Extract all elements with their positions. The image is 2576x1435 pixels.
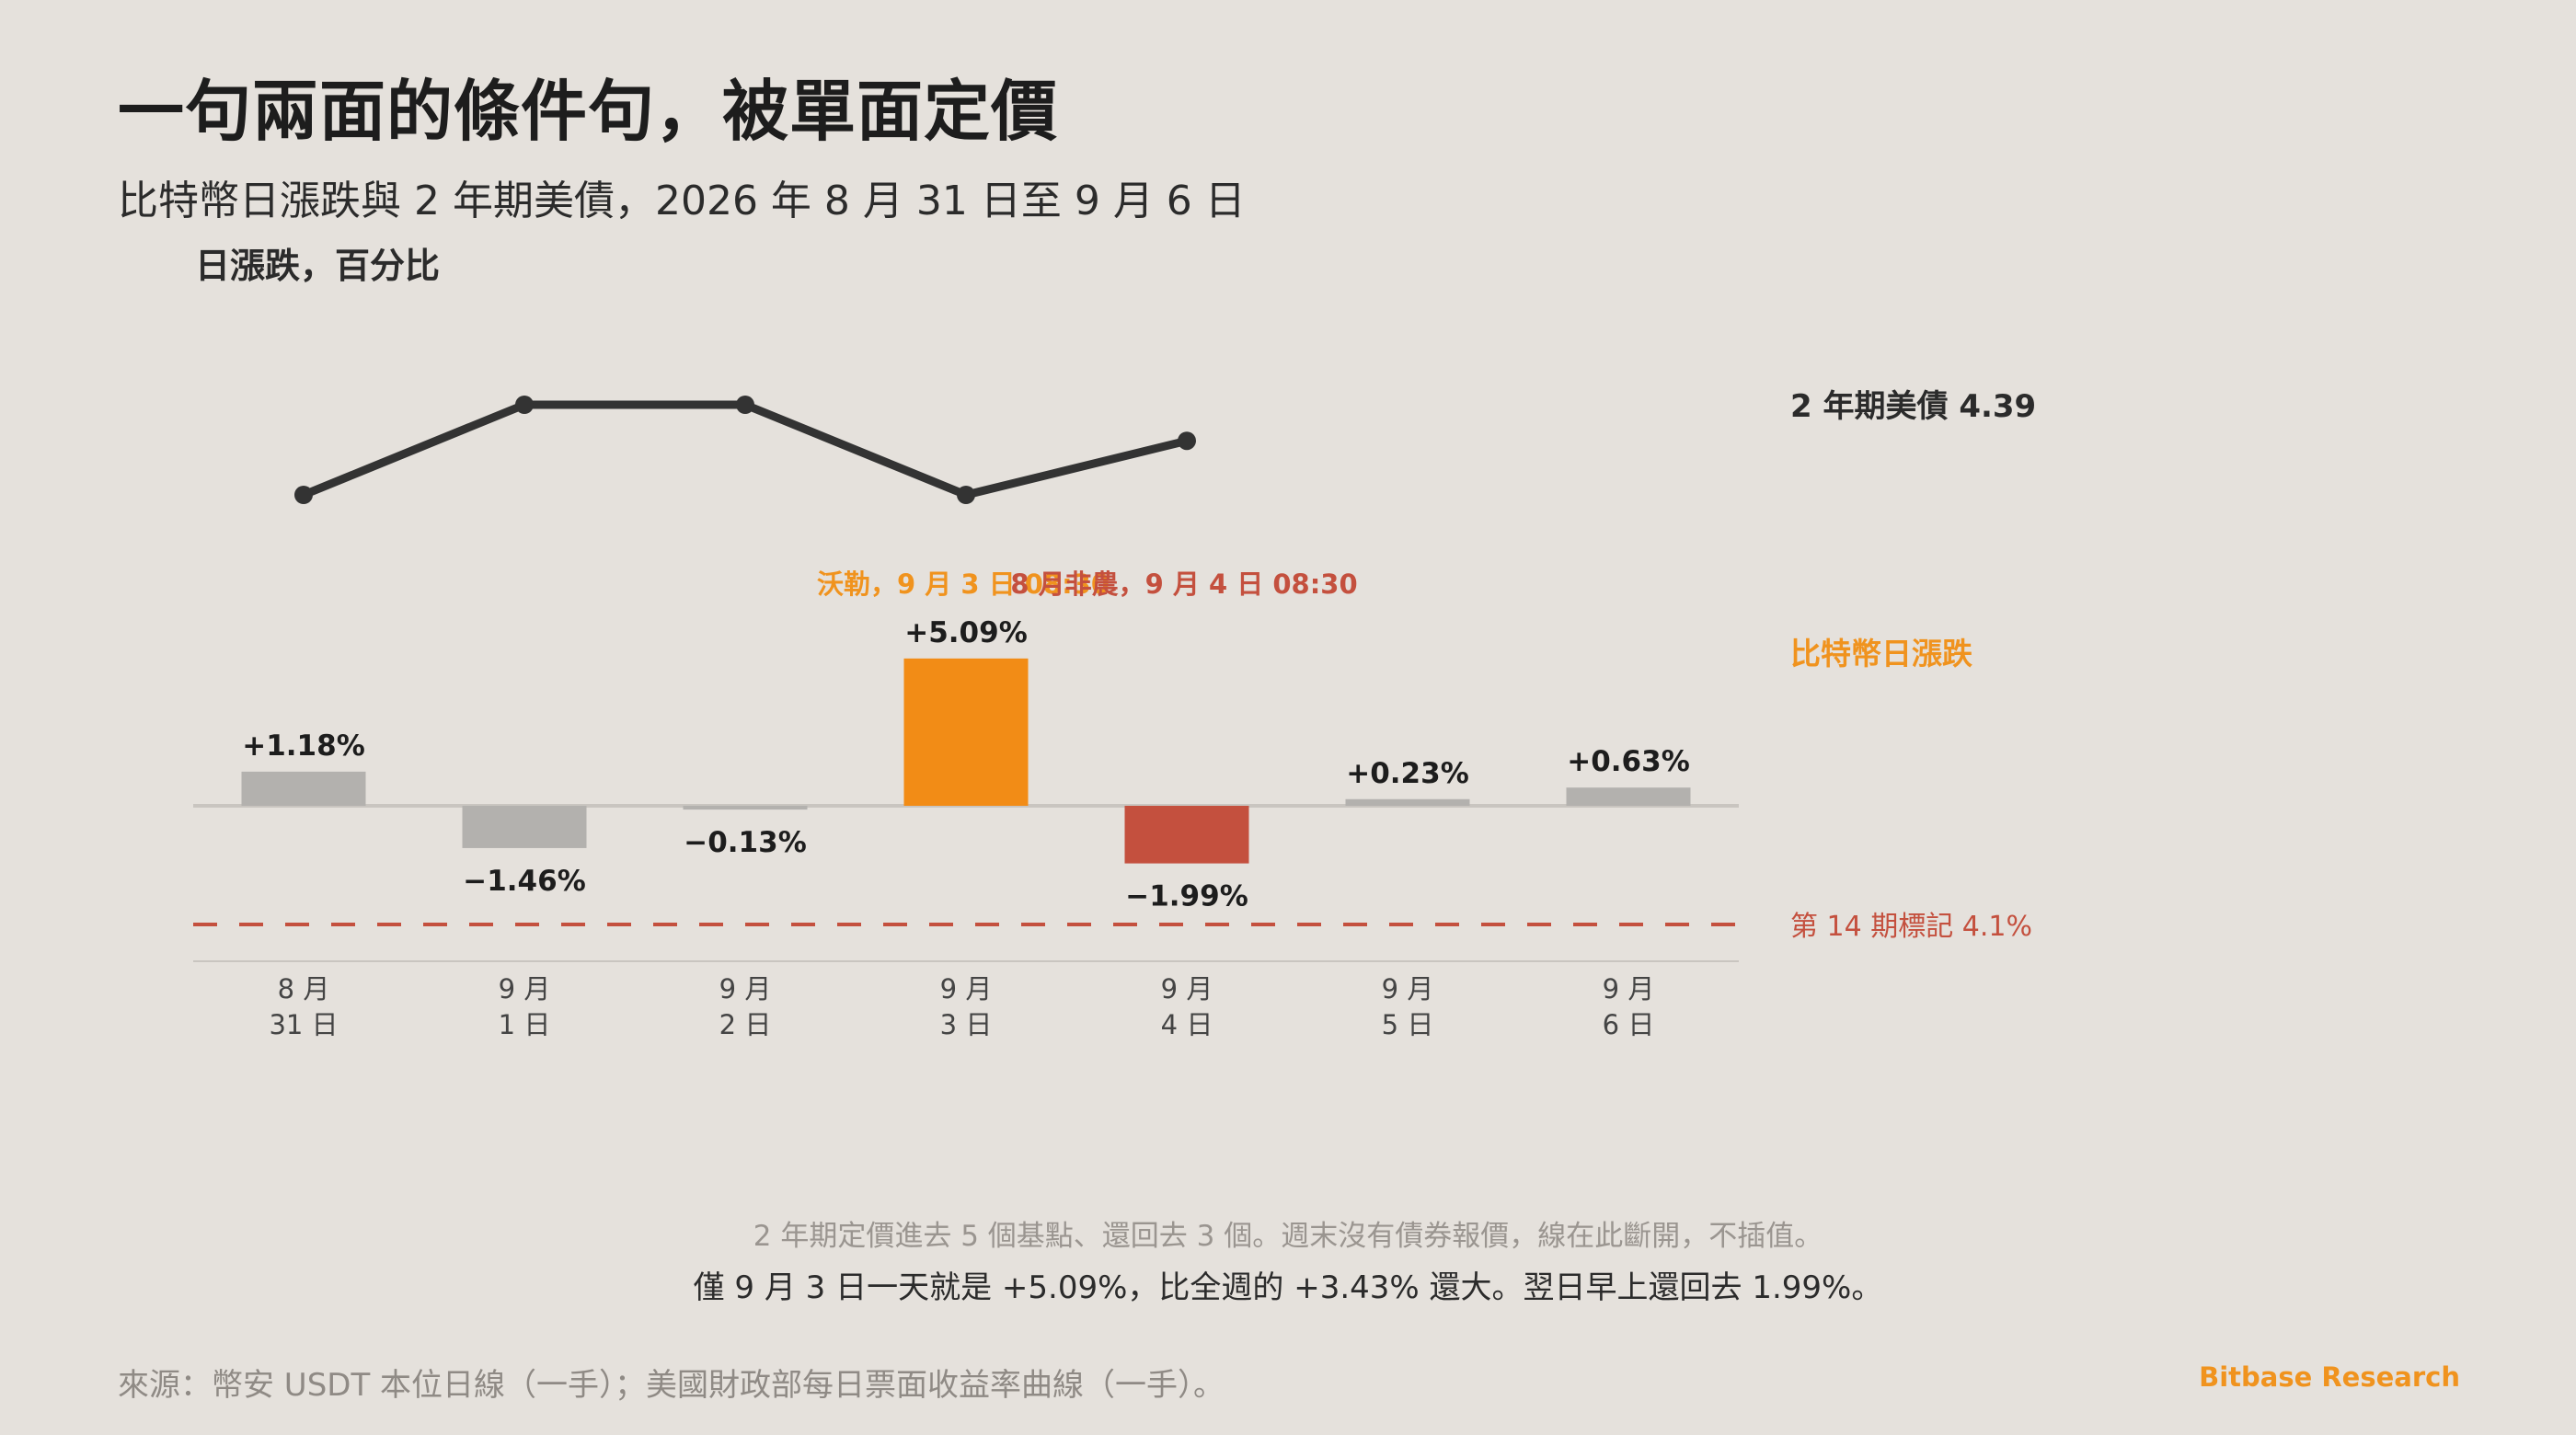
x-tick-label: 9 月 <box>1603 973 1655 1004</box>
yield-point <box>957 486 975 504</box>
event-annotation: 沃勒，9 月 3 日 08:30 <box>817 568 1110 600</box>
x-tick-label: 9 月 <box>719 973 772 1004</box>
bar <box>1566 787 1691 806</box>
x-tick-label: 31 日 <box>269 1009 338 1040</box>
yield-point <box>515 396 534 414</box>
bar <box>462 806 587 848</box>
bar <box>1345 798 1470 806</box>
y-axis-unit-label: 日漲跌，百分比 <box>195 246 441 286</box>
x-tick-label: 9 月 <box>940 973 993 1004</box>
chart-subtitle: 比特幣日漲跌與 2 年期美債，2026 年 8 月 31 日至 9 月 6 日 <box>118 178 1246 224</box>
x-tick-label: 9 月 <box>1382 973 1434 1004</box>
x-tick-label: 9 月 <box>1161 973 1213 1004</box>
reference-line-label: 第 14 期標記 4.1% <box>1790 911 2032 943</box>
source-note: 來源：幣安 USDT 本位日線（一手）；美國財政部每日票面收益率曲線（一手）。 <box>118 1367 1225 1404</box>
bar <box>903 658 1029 806</box>
x-tick-label: 9 月 <box>499 973 551 1004</box>
bar-value-label: −1.46% <box>463 865 586 898</box>
label-layer: +1.18% −1.46% −0.13% +5.09% −1.99% +0.23% +0.6… <box>242 388 2036 1040</box>
x-tick-label: 3 日 <box>940 1009 993 1040</box>
footnote-yield: 2 年期定價進去 5 個基點、還回去 3 個。週末沒有債券報價，線在此斷開，不插… <box>753 1220 1823 1253</box>
bar-value-label: +0.63% <box>1567 745 1690 778</box>
bar-value-label: +5.09% <box>904 616 1028 649</box>
chart-title: 一句兩面的條件句，被單面定價 <box>118 73 1059 150</box>
bar-value-label: +1.18% <box>242 729 365 763</box>
bar-layer <box>193 658 1739 962</box>
yield-point <box>736 396 754 414</box>
event-annotation: 8 月非農，9 月 4 日 08:30 <box>1010 568 1357 600</box>
brand-logo-text: Bitbase Research <box>2199 1361 2460 1393</box>
bar <box>241 771 366 806</box>
yield-point <box>1178 431 1196 451</box>
bar <box>1124 806 1249 864</box>
x-tick-label: 2 日 <box>719 1009 772 1040</box>
x-tick-label: 5 日 <box>1382 1009 1434 1040</box>
yield-series-label: 2 年期美債 4.39 <box>1790 388 2036 425</box>
bar <box>683 806 808 810</box>
x-tick-label: 8 月 <box>278 973 330 1004</box>
x-tick-label: 4 日 <box>1161 1009 1213 1040</box>
yield-line-layer <box>294 396 1196 504</box>
yield-series-line <box>302 400 1189 499</box>
bitcoin-series-label: 比特幣日漲跌 <box>1790 636 1972 672</box>
x-tick-label: 6 日 <box>1603 1009 1655 1040</box>
bar-value-label: −1.99% <box>1125 880 1248 913</box>
bar-value-label: +0.23% <box>1346 757 1469 790</box>
yield-point <box>294 486 313 504</box>
footnote-bitcoin: 僅 9 月 3 日一天就是 +5.09%，比全週的 +3.43% 還大。翌日早上… <box>693 1269 1883 1306</box>
x-tick-label: 1 日 <box>499 1009 551 1040</box>
bar-value-label: −0.13% <box>684 826 807 859</box>
